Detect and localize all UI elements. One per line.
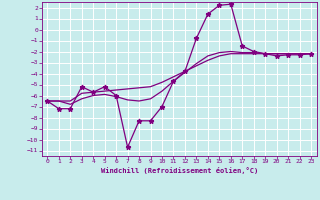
X-axis label: Windchill (Refroidissement éolien,°C): Windchill (Refroidissement éolien,°C) [100,167,258,174]
